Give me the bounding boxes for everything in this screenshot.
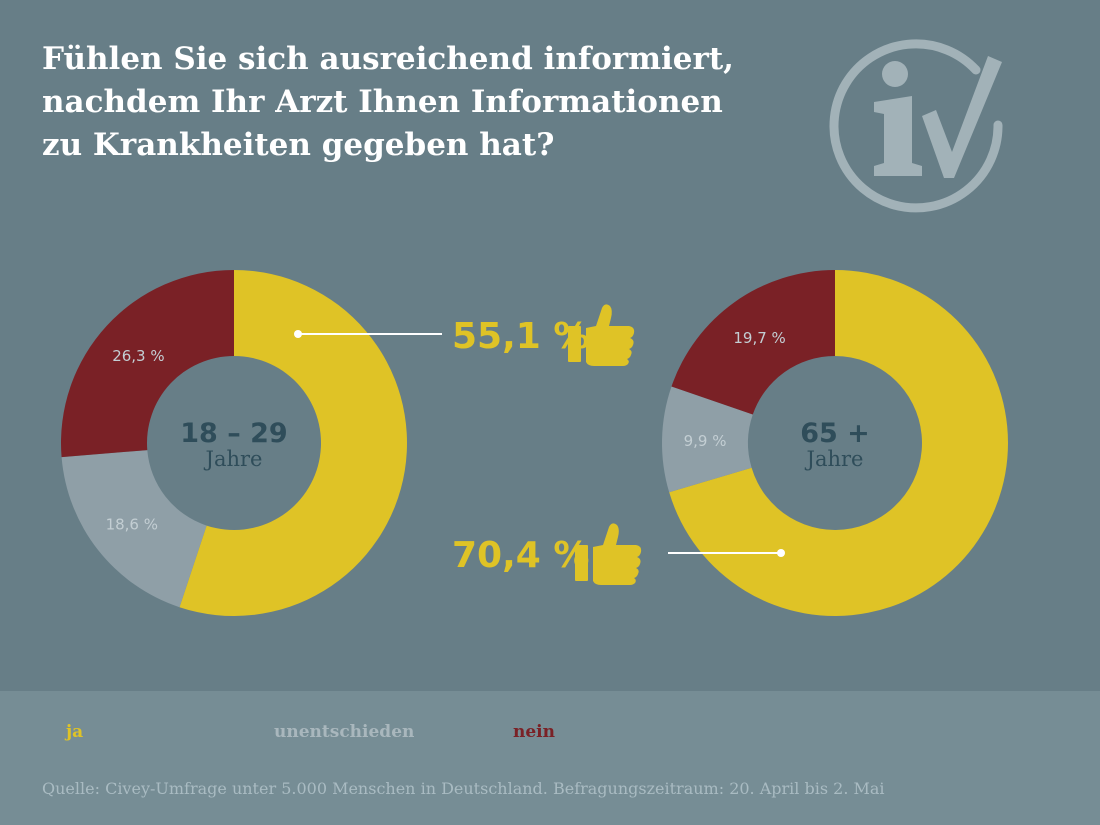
center-label-unit: Jahre [204,447,263,471]
legend-label-ja: ja [66,722,84,742]
slice-nein [671,270,835,415]
slice-label-unentschieden: 18,6 % [106,515,158,533]
callout-dot [294,330,302,338]
callout-dot [777,549,785,557]
title-line: zu Krankheiten gegeben hat? [42,127,555,163]
info-check-logo-icon [829,39,1003,213]
callouts: 55,1 % 70,4 % [294,304,785,585]
center-label-unit: Jahre [805,447,864,471]
legend-label-unentschieden: unentschieden [274,722,415,742]
slice-label-nein: 26,3 % [112,347,164,365]
legend-label-nein: nein [513,722,555,742]
slice-label-unentschieden: 9,9 % [684,432,727,450]
legend-band: ja unentschieden nein [0,691,1100,825]
center-label-age: 18 – 29 [180,418,287,449]
callout-value: 70,4 % [452,535,589,576]
callout-thumbs-up-icon [575,523,642,585]
title-line: nachdem Ihr Arzt Ihnen Informationen [42,84,723,120]
slice-label-nein: 19,7 % [733,329,785,347]
callout-value: 55,1 % [452,316,589,357]
callout-thumbs-up-icon [568,304,635,366]
slice-unentschieden [61,450,207,608]
slice-ja [179,270,408,617]
slice-nein [61,270,234,458]
center-label-age: 65 + [800,418,870,449]
donut-chart-65-plus: 9,9 % 19,7 % 65 +Jahre [662,270,1008,616]
title-line: Fühlen Sie sich ausreichend informiert, [42,41,734,77]
chart-title: Fühlen Sie sich ausreichend informiert, … [42,38,762,167]
slice-unentschieden [662,386,753,493]
source-note: Quelle: Civey-Umfrage unter 5.000 Mensch… [42,779,885,798]
slice-ja [669,270,1008,616]
